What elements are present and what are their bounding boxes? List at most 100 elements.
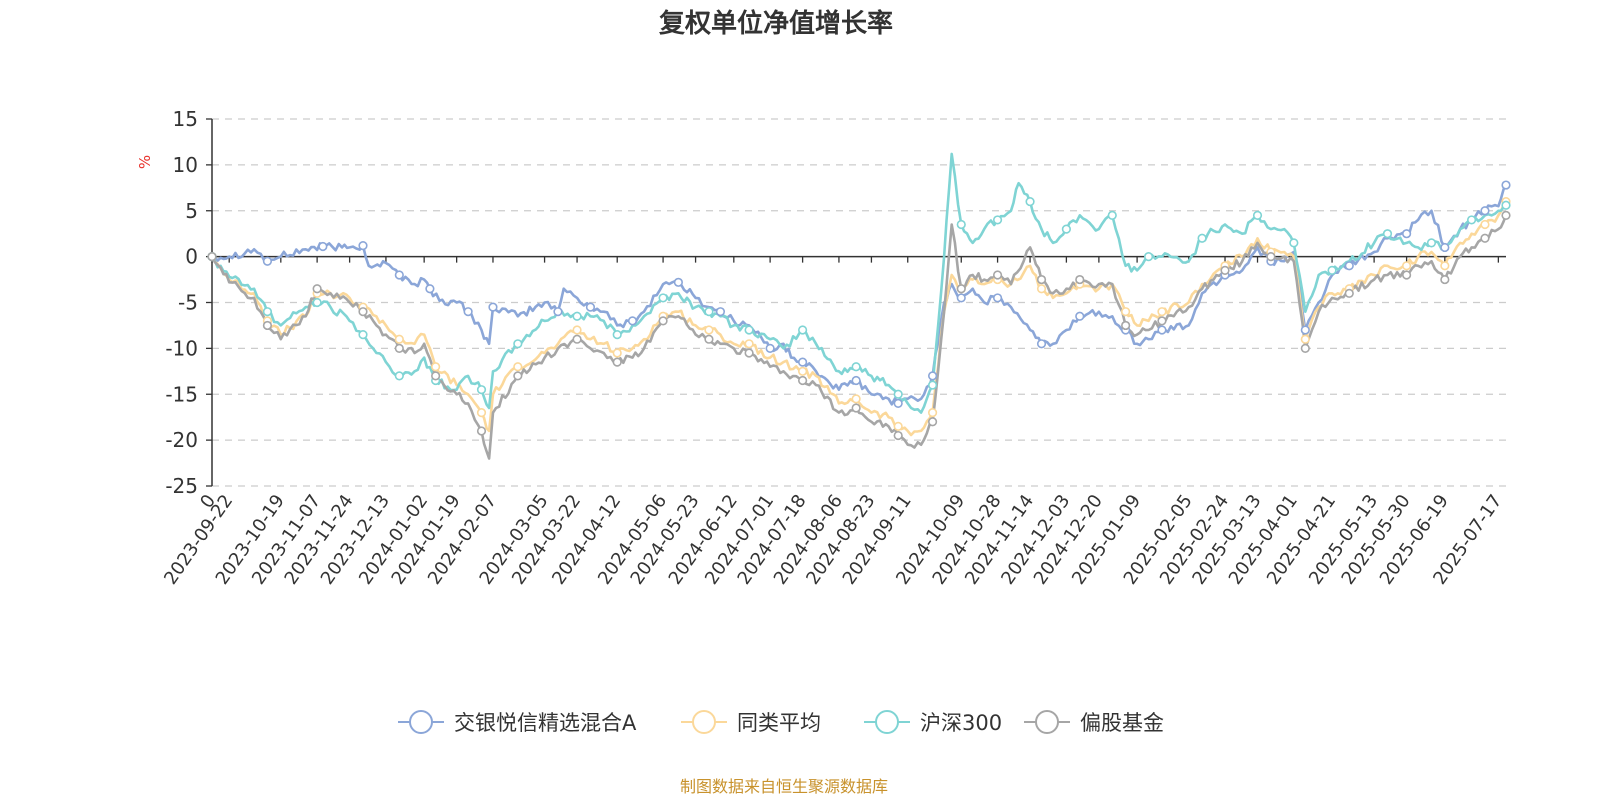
series-point <box>1480 233 1490 243</box>
y-tick-label: -25 <box>165 474 198 498</box>
y-tick-label: 5 <box>185 199 198 223</box>
series-point <box>765 343 775 353</box>
series-point <box>715 307 726 317</box>
series-point <box>1220 265 1230 275</box>
y-tick-label: 15 <box>173 107 198 131</box>
series-point <box>318 241 328 252</box>
legend-marker <box>692 710 716 734</box>
series-point <box>1143 252 1154 262</box>
series-markers <box>207 180 1511 441</box>
series-point <box>463 307 473 317</box>
series-point <box>358 241 368 251</box>
series-point <box>1121 307 1131 317</box>
series-point <box>1266 252 1276 262</box>
series-point <box>612 348 622 358</box>
series-point <box>1107 210 1117 220</box>
series-point <box>992 215 1003 225</box>
legend-label: 偏股基金 <box>1080 711 1164 735</box>
y-tick-label: -15 <box>165 382 198 406</box>
grid-lines <box>212 118 1506 487</box>
y-tick-label: -5 <box>178 291 198 315</box>
series-point <box>513 371 523 381</box>
legend: 交银悦信精选混合A 同类平均 沪深300 偏股基金 <box>398 710 1164 735</box>
series-point <box>851 375 861 386</box>
series-point <box>893 389 903 399</box>
series-point <box>1426 238 1437 248</box>
series-point <box>927 408 938 418</box>
series-point <box>1402 229 1412 239</box>
series-point <box>1466 215 1477 225</box>
series-point <box>553 307 563 317</box>
series-point <box>431 371 441 381</box>
series-point <box>1501 180 1511 190</box>
series-point <box>956 219 966 230</box>
series-point <box>1480 206 1490 216</box>
legend-label: 同类平均 <box>737 711 821 735</box>
series-point <box>1344 261 1354 271</box>
y-tick-label: -20 <box>165 428 198 452</box>
series-point <box>927 417 938 427</box>
series-point <box>1501 210 1511 220</box>
series-point <box>1327 265 1337 275</box>
series-point <box>394 343 404 353</box>
series-point <box>704 307 714 317</box>
series-point <box>956 284 966 294</box>
series-point <box>425 284 435 294</box>
series-point <box>572 334 582 344</box>
series-lines <box>210 152 1508 460</box>
series-point <box>1382 229 1393 239</box>
series-point <box>476 408 487 418</box>
legend-label: 交银悦信精选混合A <box>454 711 637 735</box>
series-point <box>431 362 441 372</box>
series-point <box>627 316 638 326</box>
series-point <box>1197 233 1207 243</box>
series-point <box>358 330 368 340</box>
y-tick-label: 0 <box>185 245 198 269</box>
series-line-3 <box>210 152 1507 414</box>
series-point <box>893 430 903 441</box>
series-point <box>893 421 903 431</box>
series-point <box>658 316 668 326</box>
series-point <box>744 325 754 335</box>
series-line-2 <box>210 200 1508 437</box>
series-point <box>1501 200 1511 210</box>
series-point <box>1300 334 1310 344</box>
series-point <box>1036 284 1047 294</box>
series-point <box>1300 343 1310 353</box>
series-point <box>893 398 903 409</box>
series-point <box>956 293 966 303</box>
series-point <box>1402 261 1412 271</box>
series-point <box>262 307 273 317</box>
legend-label: 沪深300 <box>920 711 1002 735</box>
series-point <box>612 357 622 367</box>
chart-title: 复权单位净值增长率 <box>659 8 893 39</box>
series-point <box>673 277 683 287</box>
series-point <box>1157 307 1167 317</box>
series-point <box>851 394 861 404</box>
series-point <box>476 385 487 395</box>
series-point <box>1252 210 1263 220</box>
legend-marker <box>875 710 899 734</box>
series-point <box>851 362 861 372</box>
legend-marker <box>1035 710 1059 734</box>
series-point <box>513 339 523 349</box>
series-point <box>1157 316 1167 326</box>
series-point <box>1061 224 1071 234</box>
series-point <box>1157 325 1167 335</box>
y-tick-label: 10 <box>173 153 198 177</box>
series-point <box>394 371 404 381</box>
series-point <box>992 270 1003 280</box>
series-point <box>488 302 498 312</box>
series-point <box>513 362 523 372</box>
series-point <box>312 297 322 308</box>
series-point <box>798 375 808 386</box>
series-point <box>394 270 404 280</box>
series-point <box>704 334 714 344</box>
series-point <box>658 293 668 303</box>
series-point <box>798 325 808 335</box>
series-point <box>744 348 754 358</box>
series-point <box>262 256 273 266</box>
series-point <box>572 325 582 335</box>
series-point <box>927 380 938 390</box>
series-point <box>585 302 596 312</box>
